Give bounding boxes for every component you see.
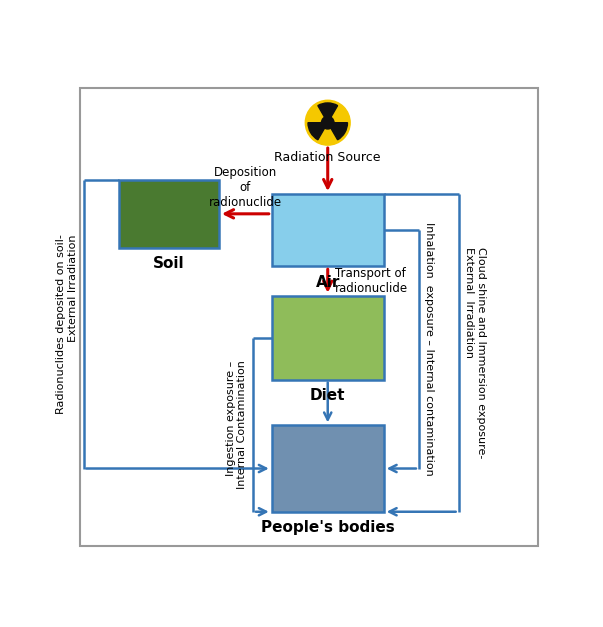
FancyBboxPatch shape (272, 425, 384, 512)
Text: Inhalation  exposure – Internal contamination: Inhalation exposure – Internal contamina… (425, 223, 435, 477)
Text: Radiation Source: Radiation Source (274, 150, 381, 164)
Wedge shape (331, 123, 347, 140)
Text: Deposition
of
radionuclide: Deposition of radionuclide (209, 166, 282, 209)
FancyBboxPatch shape (272, 295, 384, 380)
Text: People's bodies: People's bodies (261, 520, 394, 535)
FancyBboxPatch shape (119, 180, 219, 248)
FancyBboxPatch shape (272, 194, 384, 266)
Wedge shape (308, 123, 324, 140)
Text: Cloud shine and Immersion exposure-
External  Irradiation: Cloud shine and Immersion exposure- Exte… (464, 247, 486, 458)
Text: Radionuclides deposited on soil-
External Irradiation: Radionuclides deposited on soil- Externa… (56, 234, 78, 414)
Text: Air: Air (315, 275, 340, 290)
Wedge shape (318, 103, 338, 117)
Text: Soil: Soil (153, 256, 185, 271)
Circle shape (321, 117, 334, 129)
Text: Transport of
radionuclide: Transport of radionuclide (335, 267, 408, 295)
Circle shape (305, 100, 350, 145)
Text: Ingestion exposure –
Internal Contamination: Ingestion exposure – Internal Contaminat… (226, 361, 247, 489)
Text: Diet: Diet (310, 388, 346, 403)
